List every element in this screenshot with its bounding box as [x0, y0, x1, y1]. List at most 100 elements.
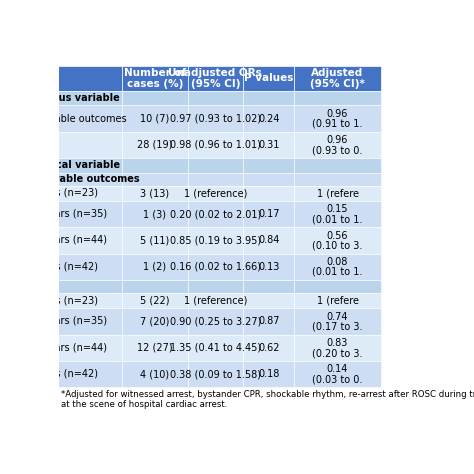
Text: Unadjusted ORs
(95% CI): Unadjusted ORs (95% CI) — [168, 68, 262, 89]
FancyBboxPatch shape — [243, 254, 294, 280]
FancyBboxPatch shape — [294, 280, 381, 293]
FancyBboxPatch shape — [122, 66, 188, 91]
Text: ≥65 years (n=42): ≥65 years (n=42) — [10, 262, 99, 272]
Text: 1 (3): 1 (3) — [143, 209, 166, 219]
FancyBboxPatch shape — [188, 293, 243, 309]
FancyBboxPatch shape — [6, 309, 122, 335]
FancyBboxPatch shape — [122, 309, 188, 335]
Text: Number of
cases (%): Number of cases (%) — [124, 68, 186, 89]
Text: Survival: Survival — [10, 140, 50, 150]
FancyBboxPatch shape — [122, 335, 188, 361]
FancyBboxPatch shape — [294, 361, 381, 387]
FancyBboxPatch shape — [243, 186, 294, 201]
FancyBboxPatch shape — [188, 228, 243, 254]
FancyBboxPatch shape — [6, 186, 122, 201]
FancyBboxPatch shape — [122, 254, 188, 280]
Text: 3 (13): 3 (13) — [140, 188, 169, 199]
FancyBboxPatch shape — [243, 158, 294, 173]
FancyBboxPatch shape — [243, 132, 294, 158]
FancyBboxPatch shape — [243, 335, 294, 361]
Text: 5 (22): 5 (22) — [140, 296, 170, 306]
FancyBboxPatch shape — [6, 280, 122, 293]
FancyBboxPatch shape — [243, 293, 294, 309]
Text: 1 (refere: 1 (refere — [317, 188, 358, 199]
FancyBboxPatch shape — [6, 132, 122, 158]
Text: 4 (10): 4 (10) — [140, 369, 169, 379]
Text: 0.38 (0.09 to 1.58): 0.38 (0.09 to 1.58) — [170, 369, 261, 379]
FancyBboxPatch shape — [243, 173, 294, 186]
FancyBboxPatch shape — [6, 335, 122, 361]
Text: 0.83: 0.83 — [327, 338, 348, 348]
Text: 7 (20): 7 (20) — [140, 317, 169, 327]
FancyBboxPatch shape — [122, 186, 188, 201]
FancyBboxPatch shape — [188, 280, 243, 293]
Text: 0.56: 0.56 — [327, 231, 348, 241]
FancyBboxPatch shape — [294, 228, 381, 254]
Text: 0.96: 0.96 — [327, 135, 348, 145]
FancyBboxPatch shape — [243, 280, 294, 293]
FancyBboxPatch shape — [188, 66, 243, 91]
FancyBboxPatch shape — [122, 293, 188, 309]
FancyBboxPatch shape — [188, 173, 243, 186]
FancyBboxPatch shape — [6, 66, 122, 91]
Text: 0.31: 0.31 — [258, 140, 279, 150]
FancyBboxPatch shape — [6, 105, 122, 132]
Text: 1 (reference): 1 (reference) — [184, 188, 247, 199]
Text: 0.14: 0.14 — [327, 365, 348, 374]
Text: 12 (27): 12 (27) — [137, 343, 173, 353]
FancyBboxPatch shape — [122, 228, 188, 254]
Text: (0.01 to 1.: (0.01 to 1. — [312, 214, 363, 225]
FancyBboxPatch shape — [6, 228, 122, 254]
FancyBboxPatch shape — [294, 158, 381, 173]
Text: (0.93 to 0.: (0.93 to 0. — [312, 145, 363, 155]
FancyBboxPatch shape — [188, 201, 243, 228]
FancyBboxPatch shape — [122, 173, 188, 186]
Text: Unfavourable outcomes: Unfavourable outcomes — [10, 114, 127, 124]
FancyBboxPatch shape — [188, 158, 243, 173]
FancyBboxPatch shape — [294, 105, 381, 132]
FancyBboxPatch shape — [188, 335, 243, 361]
Text: Categorical variable: Categorical variable — [9, 160, 120, 170]
Text: <45 years (n=23): <45 years (n=23) — [10, 296, 99, 306]
Text: Survival: Survival — [9, 282, 54, 292]
FancyBboxPatch shape — [294, 201, 381, 228]
FancyBboxPatch shape — [122, 132, 188, 158]
Text: 0.87: 0.87 — [258, 317, 279, 327]
FancyBboxPatch shape — [294, 335, 381, 361]
FancyBboxPatch shape — [294, 132, 381, 158]
Text: ≥65 years (n=42): ≥65 years (n=42) — [10, 369, 99, 379]
FancyBboxPatch shape — [294, 91, 381, 105]
Text: 0.62: 0.62 — [258, 343, 279, 353]
Text: 0.98 (0.96 to 1.01): 0.98 (0.96 to 1.01) — [170, 140, 261, 150]
FancyBboxPatch shape — [188, 132, 243, 158]
FancyBboxPatch shape — [122, 158, 188, 173]
Text: 55–64 years (n=44): 55–64 years (n=44) — [10, 343, 108, 353]
FancyBboxPatch shape — [243, 228, 294, 254]
Text: 1.35 (0.41 to 4.45): 1.35 (0.41 to 4.45) — [170, 343, 261, 353]
Text: 0.16 (0.02 to 1.66): 0.16 (0.02 to 1.66) — [170, 262, 261, 272]
Text: 55–64 years (n=44): 55–64 years (n=44) — [10, 236, 108, 246]
Text: (0.20 to 3.: (0.20 to 3. — [312, 348, 363, 358]
Text: 45–54 years (n=35): 45–54 years (n=35) — [10, 209, 108, 219]
FancyBboxPatch shape — [294, 66, 381, 91]
Text: 1 (2): 1 (2) — [143, 262, 166, 272]
Text: 0.20 (0.02 to 2.01): 0.20 (0.02 to 2.01) — [170, 209, 261, 219]
FancyBboxPatch shape — [243, 66, 294, 91]
FancyBboxPatch shape — [243, 201, 294, 228]
Text: 0.24: 0.24 — [258, 114, 279, 124]
FancyBboxPatch shape — [122, 361, 188, 387]
Text: 28 (19): 28 (19) — [137, 140, 173, 150]
FancyBboxPatch shape — [188, 105, 243, 132]
FancyBboxPatch shape — [122, 201, 188, 228]
FancyBboxPatch shape — [294, 186, 381, 201]
Text: 1 (reference): 1 (reference) — [184, 296, 247, 306]
FancyBboxPatch shape — [243, 361, 294, 387]
FancyBboxPatch shape — [122, 105, 188, 132]
Text: Continuous variable: Continuous variable — [9, 93, 119, 103]
FancyBboxPatch shape — [188, 91, 243, 105]
FancyBboxPatch shape — [294, 309, 381, 335]
FancyBboxPatch shape — [188, 309, 243, 335]
Text: (0.03 to 0.: (0.03 to 0. — [312, 374, 363, 384]
Text: (0.91 to 1.: (0.91 to 1. — [312, 119, 363, 129]
Text: 0.15: 0.15 — [327, 204, 348, 214]
